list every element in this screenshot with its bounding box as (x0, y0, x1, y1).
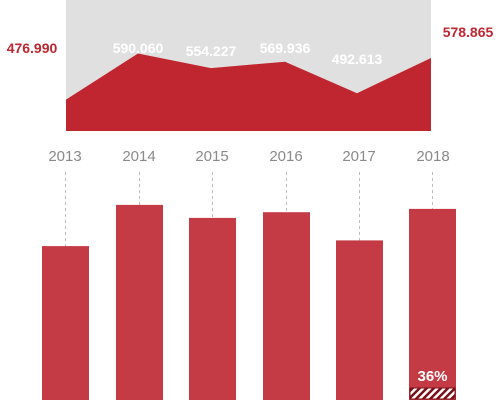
area-value-label-2014: 590.060 (113, 40, 164, 56)
year-label-2017: 2017 (342, 148, 375, 165)
year-label-2014: 2014 (122, 148, 155, 165)
year-label-2016: 2016 (269, 148, 302, 165)
area-value-label-2018: 578.865 (443, 24, 494, 40)
dashed-guides (65, 172, 433, 247)
area-value-label-2016: 569.936 (260, 40, 311, 56)
bars (42, 204, 456, 400)
year-label-2018: 2018 (416, 148, 449, 165)
bar-2016 (263, 212, 310, 400)
area-value-label-2013: 476.990 (7, 40, 58, 56)
area-value-label-2017: 492.613 (332, 51, 383, 67)
bar-2013 (42, 246, 89, 400)
area-panel (66, 0, 431, 131)
bar-2014 (116, 204, 163, 400)
area-series (66, 53, 431, 131)
year-label-2013: 2013 (48, 148, 81, 165)
bar-2017 (336, 240, 383, 400)
bar-2018 (409, 208, 456, 400)
highlight-hatched-segment (409, 387, 456, 400)
highlight-2018: 36% (409, 368, 456, 400)
area-value-label-2015: 554.227 (186, 43, 237, 59)
bar-2015 (189, 217, 236, 400)
area-value-labels: 476.990 590.060 554.227 569.936 492.613 578.8… (7, 24, 494, 67)
year-label-2015: 2015 (195, 148, 228, 165)
year-labels: 2013 2014 2015 2016 2017 2018 (48, 148, 449, 165)
highlight-percent-label: 36% (417, 368, 447, 385)
